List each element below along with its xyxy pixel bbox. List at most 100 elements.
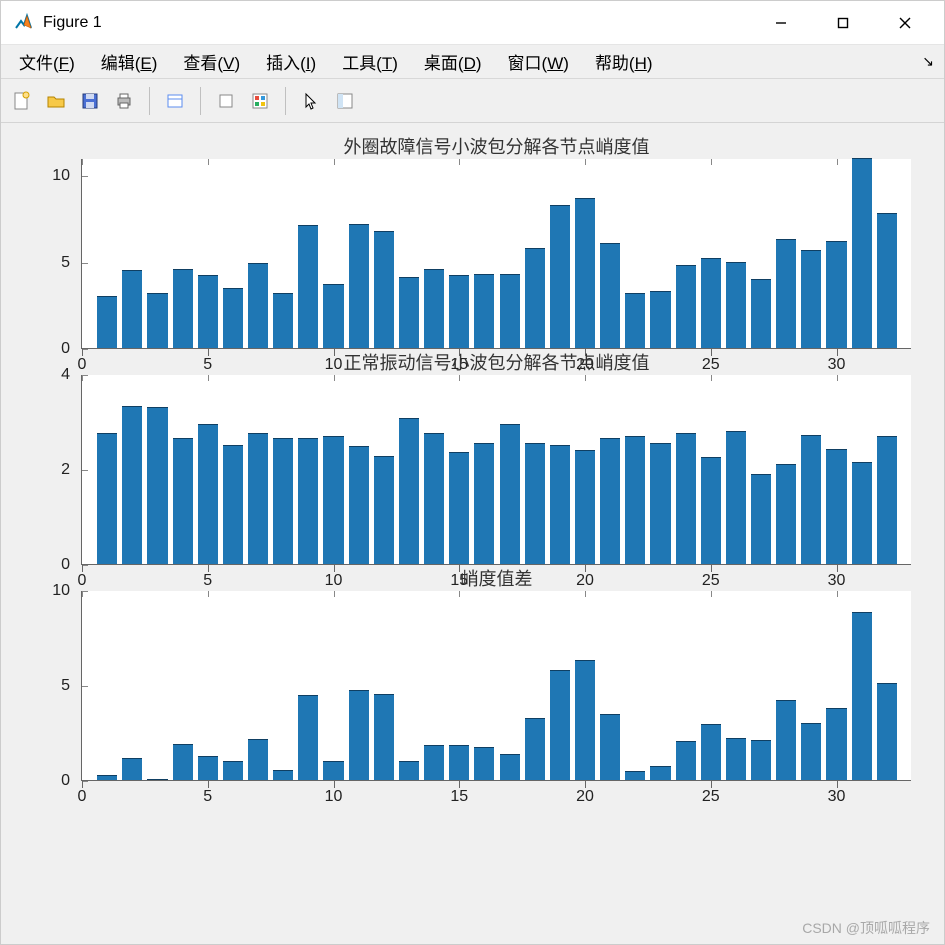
xtick-label: 5 <box>203 564 212 590</box>
link-icon[interactable] <box>160 86 190 116</box>
bar <box>97 775 117 780</box>
bar <box>500 754 520 780</box>
bar <box>525 718 545 780</box>
menu-h[interactable]: 帮助(H) <box>583 45 665 78</box>
menu-w[interactable]: 窗口(W) <box>496 45 581 78</box>
bar <box>701 724 721 780</box>
bar <box>349 224 369 348</box>
bar <box>701 457 721 564</box>
toolbar-separator <box>200 87 201 115</box>
bar <box>801 723 821 780</box>
rotate-icon[interactable] <box>211 86 241 116</box>
bar <box>500 274 520 348</box>
bar <box>223 445 243 564</box>
bar <box>877 436 897 564</box>
bar <box>449 275 469 348</box>
bar <box>323 761 343 780</box>
save-icon[interactable] <box>75 86 105 116</box>
bar <box>751 279 771 348</box>
menu-f[interactable]: 文件(F) <box>7 45 87 78</box>
bar <box>575 198 595 348</box>
print-icon[interactable] <box>109 86 139 116</box>
bar <box>349 690 369 780</box>
bar <box>298 695 318 780</box>
xtick-label: 30 <box>828 564 846 590</box>
bar <box>173 438 193 564</box>
bar <box>122 270 142 348</box>
window-title: Figure 1 <box>43 14 750 32</box>
bar <box>298 225 318 348</box>
close-button[interactable] <box>874 3 936 43</box>
xtick-label: 20 <box>576 780 594 806</box>
figure-window: Figure 1 文件(F)编辑(E)查看(V)插入(I)工具(T)桌面(D)窗… <box>0 0 945 945</box>
bar <box>173 744 193 780</box>
bar <box>726 262 746 348</box>
watermark: CSDN @顶呱呱程序 <box>802 918 930 938</box>
bar <box>826 241 846 348</box>
subplot-1[interactable]: 外圈故障信号小波包分解各节点峭度值0510051015202530 <box>81 159 911 349</box>
xtick-label: 30 <box>828 348 846 374</box>
subplot-2[interactable]: 正常振动信号小波包分解各节点峭度值024051015202530 <box>81 375 911 565</box>
bar <box>474 274 494 348</box>
bar <box>147 407 167 564</box>
xtick-label: 0 <box>78 780 87 806</box>
ytick-label: 10 <box>52 582 82 600</box>
colorbar-icon[interactable] <box>245 86 275 116</box>
bar <box>122 758 142 780</box>
bar <box>122 406 142 564</box>
bar <box>248 739 268 780</box>
bar <box>374 456 394 564</box>
open-icon[interactable] <box>41 86 71 116</box>
bar <box>600 714 620 780</box>
bar <box>726 431 746 564</box>
subplot-title: 正常振动信号小波包分解各节点峭度值 <box>344 349 650 375</box>
toolbar-separator <box>285 87 286 115</box>
bar <box>323 284 343 348</box>
bar <box>399 761 419 780</box>
bar <box>349 446 369 564</box>
bar <box>575 450 595 564</box>
bar <box>147 293 167 348</box>
bar <box>223 761 243 780</box>
xtick-label: 15 <box>450 780 468 806</box>
bar <box>273 293 293 348</box>
bar <box>776 700 796 780</box>
bar <box>449 745 469 780</box>
bar <box>676 433 696 564</box>
maximize-button[interactable] <box>812 3 874 43</box>
menu-v[interactable]: 查看(V) <box>171 45 252 78</box>
new-figure-icon[interactable] <box>7 86 37 116</box>
menu-e[interactable]: 编辑(E) <box>89 45 170 78</box>
data-cursor-icon[interactable] <box>330 86 360 116</box>
ytick-label: 10 <box>52 167 82 185</box>
bar <box>474 747 494 780</box>
bar <box>852 612 872 780</box>
xtick-label: 5 <box>203 780 212 806</box>
menu-i[interactable]: 插入(I) <box>254 45 328 78</box>
bar <box>374 694 394 780</box>
toolbar-overflow-icon[interactable]: ↘ <box>922 53 934 70</box>
xtick-label: 25 <box>702 780 720 806</box>
bar <box>424 433 444 564</box>
cursor-icon[interactable] <box>296 86 326 116</box>
bar <box>650 766 670 780</box>
bar <box>273 438 293 564</box>
matlab-icon <box>13 13 33 33</box>
bar <box>676 741 696 780</box>
xtick-label: 20 <box>576 564 594 590</box>
menu-t[interactable]: 工具(T) <box>330 45 410 78</box>
bar <box>852 158 872 348</box>
subplot-3[interactable]: 峭度值差0510051015202530 <box>81 591 911 781</box>
bar <box>374 231 394 348</box>
bar <box>801 250 821 348</box>
bar <box>525 248 545 348</box>
bar <box>852 462 872 564</box>
minimize-button[interactable] <box>750 3 812 43</box>
toolbar-separator <box>149 87 150 115</box>
bar <box>600 243 620 348</box>
bar <box>826 449 846 564</box>
bar <box>223 288 243 348</box>
menu-d[interactable]: 桌面(D) <box>412 45 494 78</box>
xtick-label: 25 <box>702 564 720 590</box>
bar <box>676 265 696 348</box>
